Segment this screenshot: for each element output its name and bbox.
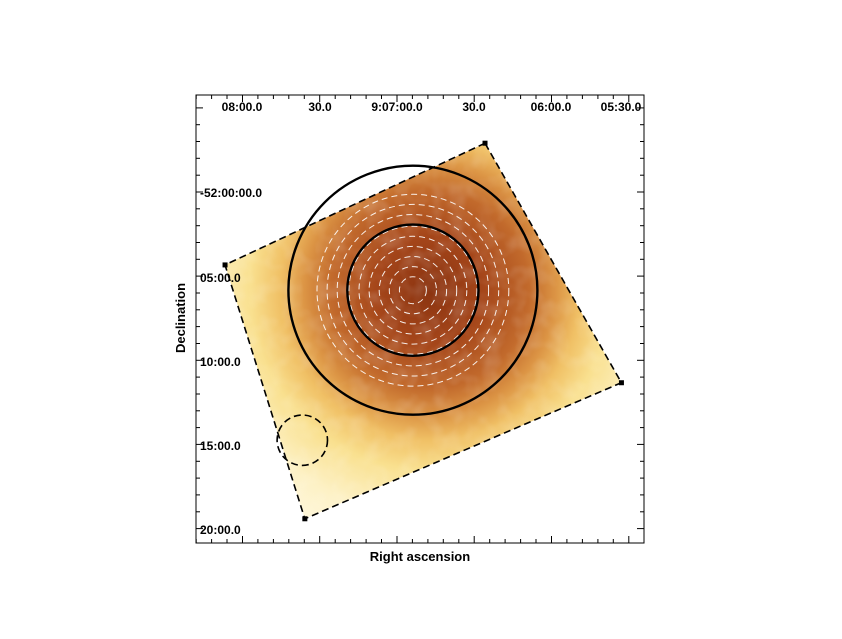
corner-markers — [222, 140, 624, 522]
contour-layer — [316, 193, 510, 387]
y-tick-label-3: 15:00.0 — [200, 439, 241, 453]
contour-ring-7 — [326, 203, 500, 377]
contour-ring-0 — [398, 276, 427, 305]
y-tick-label-1: 05:00.0 — [200, 271, 241, 285]
x-tick-label-3: 30.0 — [462, 100, 486, 114]
tick-layer — [195, 95, 644, 543]
box-corner-marker-3 — [618, 380, 624, 386]
contour-ring-4 — [358, 235, 468, 345]
heat-texture — [225, 143, 622, 519]
box-corner-marker-1 — [222, 262, 228, 268]
y-tick-label-2: 10:00.0 — [200, 355, 241, 369]
box-corner-marker-2 — [302, 516, 308, 522]
contour-ring-1 — [388, 266, 437, 315]
contour-ring-8 — [316, 193, 510, 387]
region-outer-circle — [287, 164, 539, 416]
contour-ring-5 — [348, 225, 478, 355]
y-tick-label-4: 20:00.0 — [200, 523, 241, 537]
x-tick-label-5: 05:30.0 — [601, 100, 642, 114]
x-tick-label-2: 9:07:00.0 — [371, 100, 423, 114]
x-tick-label-0: 08:00.0 — [222, 100, 263, 114]
region-layer — [276, 164, 539, 467]
y-axis-title: Declination — [173, 283, 188, 353]
x-axis-title: Right ascension — [370, 549, 470, 564]
box-corner-marker-0 — [482, 140, 488, 146]
region-background-circle — [276, 414, 329, 467]
x-tick-label-4: 06:00.0 — [531, 100, 572, 114]
plot-frame — [195, 94, 645, 544]
y-tick-label-0: -52:00:00.0 — [200, 186, 262, 200]
contour-ring-6 — [336, 214, 490, 367]
contour-ring-3 — [368, 245, 458, 335]
region-inner-circle — [346, 223, 480, 358]
x-tick-label-1: 30.0 — [308, 100, 332, 114]
contour-ring-2 — [378, 256, 448, 325]
